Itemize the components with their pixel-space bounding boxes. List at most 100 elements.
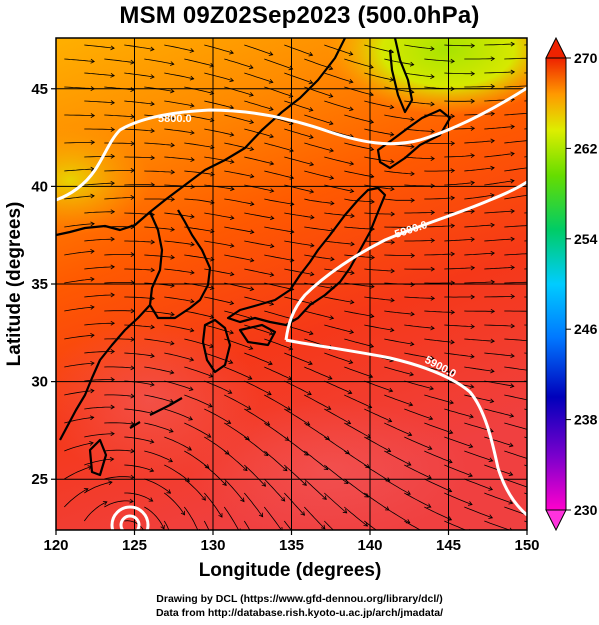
streamline-arrowhead [409,61,415,67]
streamline-arrowhead [209,285,215,290]
colorbar: 270 262 254 246 238 230 [545,36,598,532]
streamline [384,506,410,524]
streamline-arrowhead [410,282,415,287]
streamline-arrowhead [309,161,315,167]
streamline-arrowhead [110,180,115,186]
streamline [204,44,234,54]
streamline-arrowhead [330,256,335,262]
streamline-arrowhead [229,49,234,55]
streamline-arrowhead [328,93,334,98]
streamline [324,492,347,514]
streamline-arrowhead [469,384,475,389]
streamline [224,478,245,502]
streamline [204,212,234,219]
streamline [364,128,394,136]
streamline [344,226,375,230]
streamline [184,450,210,469]
streamline-arrowhead [248,345,254,350]
x-tick-label: 135 [279,537,304,554]
streamline-arrowhead [467,501,473,506]
contour-5900-north [284,180,527,341]
streamline [324,268,355,274]
streamline-arrowhead [168,457,173,463]
streamline [164,240,195,246]
streamline [264,198,294,205]
streamline-arrowhead [406,490,411,495]
streamline-arrowhead [247,375,253,380]
streamline [444,182,475,186]
streamline [504,57,527,60]
streamline [224,142,254,150]
streamline-arrowhead [110,404,115,410]
streamline-arrowhead [410,253,416,259]
streamline-arrowhead [246,405,252,410]
streamline [144,338,174,345]
streamline-arrowhead [110,72,115,78]
streamline-arrowhead [149,439,155,444]
streamline [223,506,240,530]
streamline-arrowhead [108,480,113,486]
streamline-arrowhead [530,369,534,373]
streamline [104,476,135,480]
streamline-arrowhead [490,368,495,374]
streamline [344,310,374,317]
streamline [344,366,373,378]
streamline-arrowhead [300,511,306,516]
streamline [344,338,374,348]
streamline [424,197,455,200]
streamline [404,156,435,159]
streamline [504,338,527,342]
streamline [184,58,214,67]
streamline [364,268,395,272]
streamline-arrowhead [110,292,115,298]
streamline-arrowhead [345,449,350,455]
streamline [324,408,351,424]
streamline [104,58,135,63]
streamline [504,366,527,371]
streamline-arrowhead [189,103,195,108]
streamline-arrowhead [410,144,415,149]
streamline-arrowhead [268,360,273,366]
streamline [124,240,155,243]
streamline [344,422,371,439]
streamline [264,366,292,380]
streamline [344,114,374,123]
streamline [104,282,135,284]
streamline-arrowhead [430,183,436,189]
streamline-arrowhead [510,151,515,157]
streamline-arrowhead [170,115,175,121]
streamline [64,390,94,396]
streamline-arrowhead [90,249,95,254]
streamline [244,380,272,395]
streamline [304,394,331,410]
streamline [244,408,270,426]
streamline-arrowhead [269,272,275,277]
streamline [164,212,195,218]
streamline [84,211,115,214]
streamline [104,114,135,118]
streamline [424,310,455,313]
streamline [464,140,495,144]
streamline [444,155,475,158]
temperature-field [56,38,527,530]
streamline-arrowhead [170,88,175,94]
streamline [364,408,392,422]
streamline [424,58,455,62]
streamline-arrowhead [261,482,267,487]
streamline-arrowhead [190,157,195,162]
streamline-arrowhead [110,127,116,132]
streamline-arrowhead [190,184,195,190]
streamline [264,394,291,411]
streamline [284,128,314,138]
streamline [484,180,515,186]
streamline [344,478,369,498]
streamline-arrowhead [90,304,95,310]
streamline [244,296,274,305]
streamline-arrowhead [342,538,346,542]
streamline-arrowhead [510,353,515,359]
streamline [64,466,92,480]
streamline-arrowhead [329,315,335,320]
streamline-arrowhead [308,79,314,85]
streamline-arrowhead [347,389,353,395]
streamline-arrowhead [369,92,374,97]
